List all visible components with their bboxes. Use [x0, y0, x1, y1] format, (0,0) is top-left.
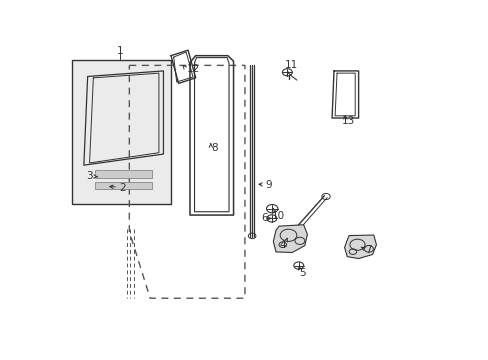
Text: 4: 4 [279, 240, 285, 250]
Text: 5: 5 [299, 268, 305, 278]
Text: 8: 8 [211, 143, 218, 153]
Text: 13: 13 [341, 116, 354, 126]
Text: 10: 10 [271, 211, 285, 221]
Text: 3: 3 [86, 171, 93, 181]
Polygon shape [273, 225, 307, 252]
Bar [95, 181, 152, 189]
Text: 1: 1 [116, 46, 123, 56]
Text: 6: 6 [261, 213, 267, 223]
Text: 2: 2 [119, 183, 125, 193]
Polygon shape [344, 235, 376, 258]
Text: 7: 7 [364, 245, 371, 255]
Text: 11: 11 [285, 60, 298, 70]
Bar [95, 170, 152, 177]
Text: 12: 12 [186, 64, 199, 74]
Text: 9: 9 [265, 180, 271, 190]
Bar [72, 60, 171, 204]
